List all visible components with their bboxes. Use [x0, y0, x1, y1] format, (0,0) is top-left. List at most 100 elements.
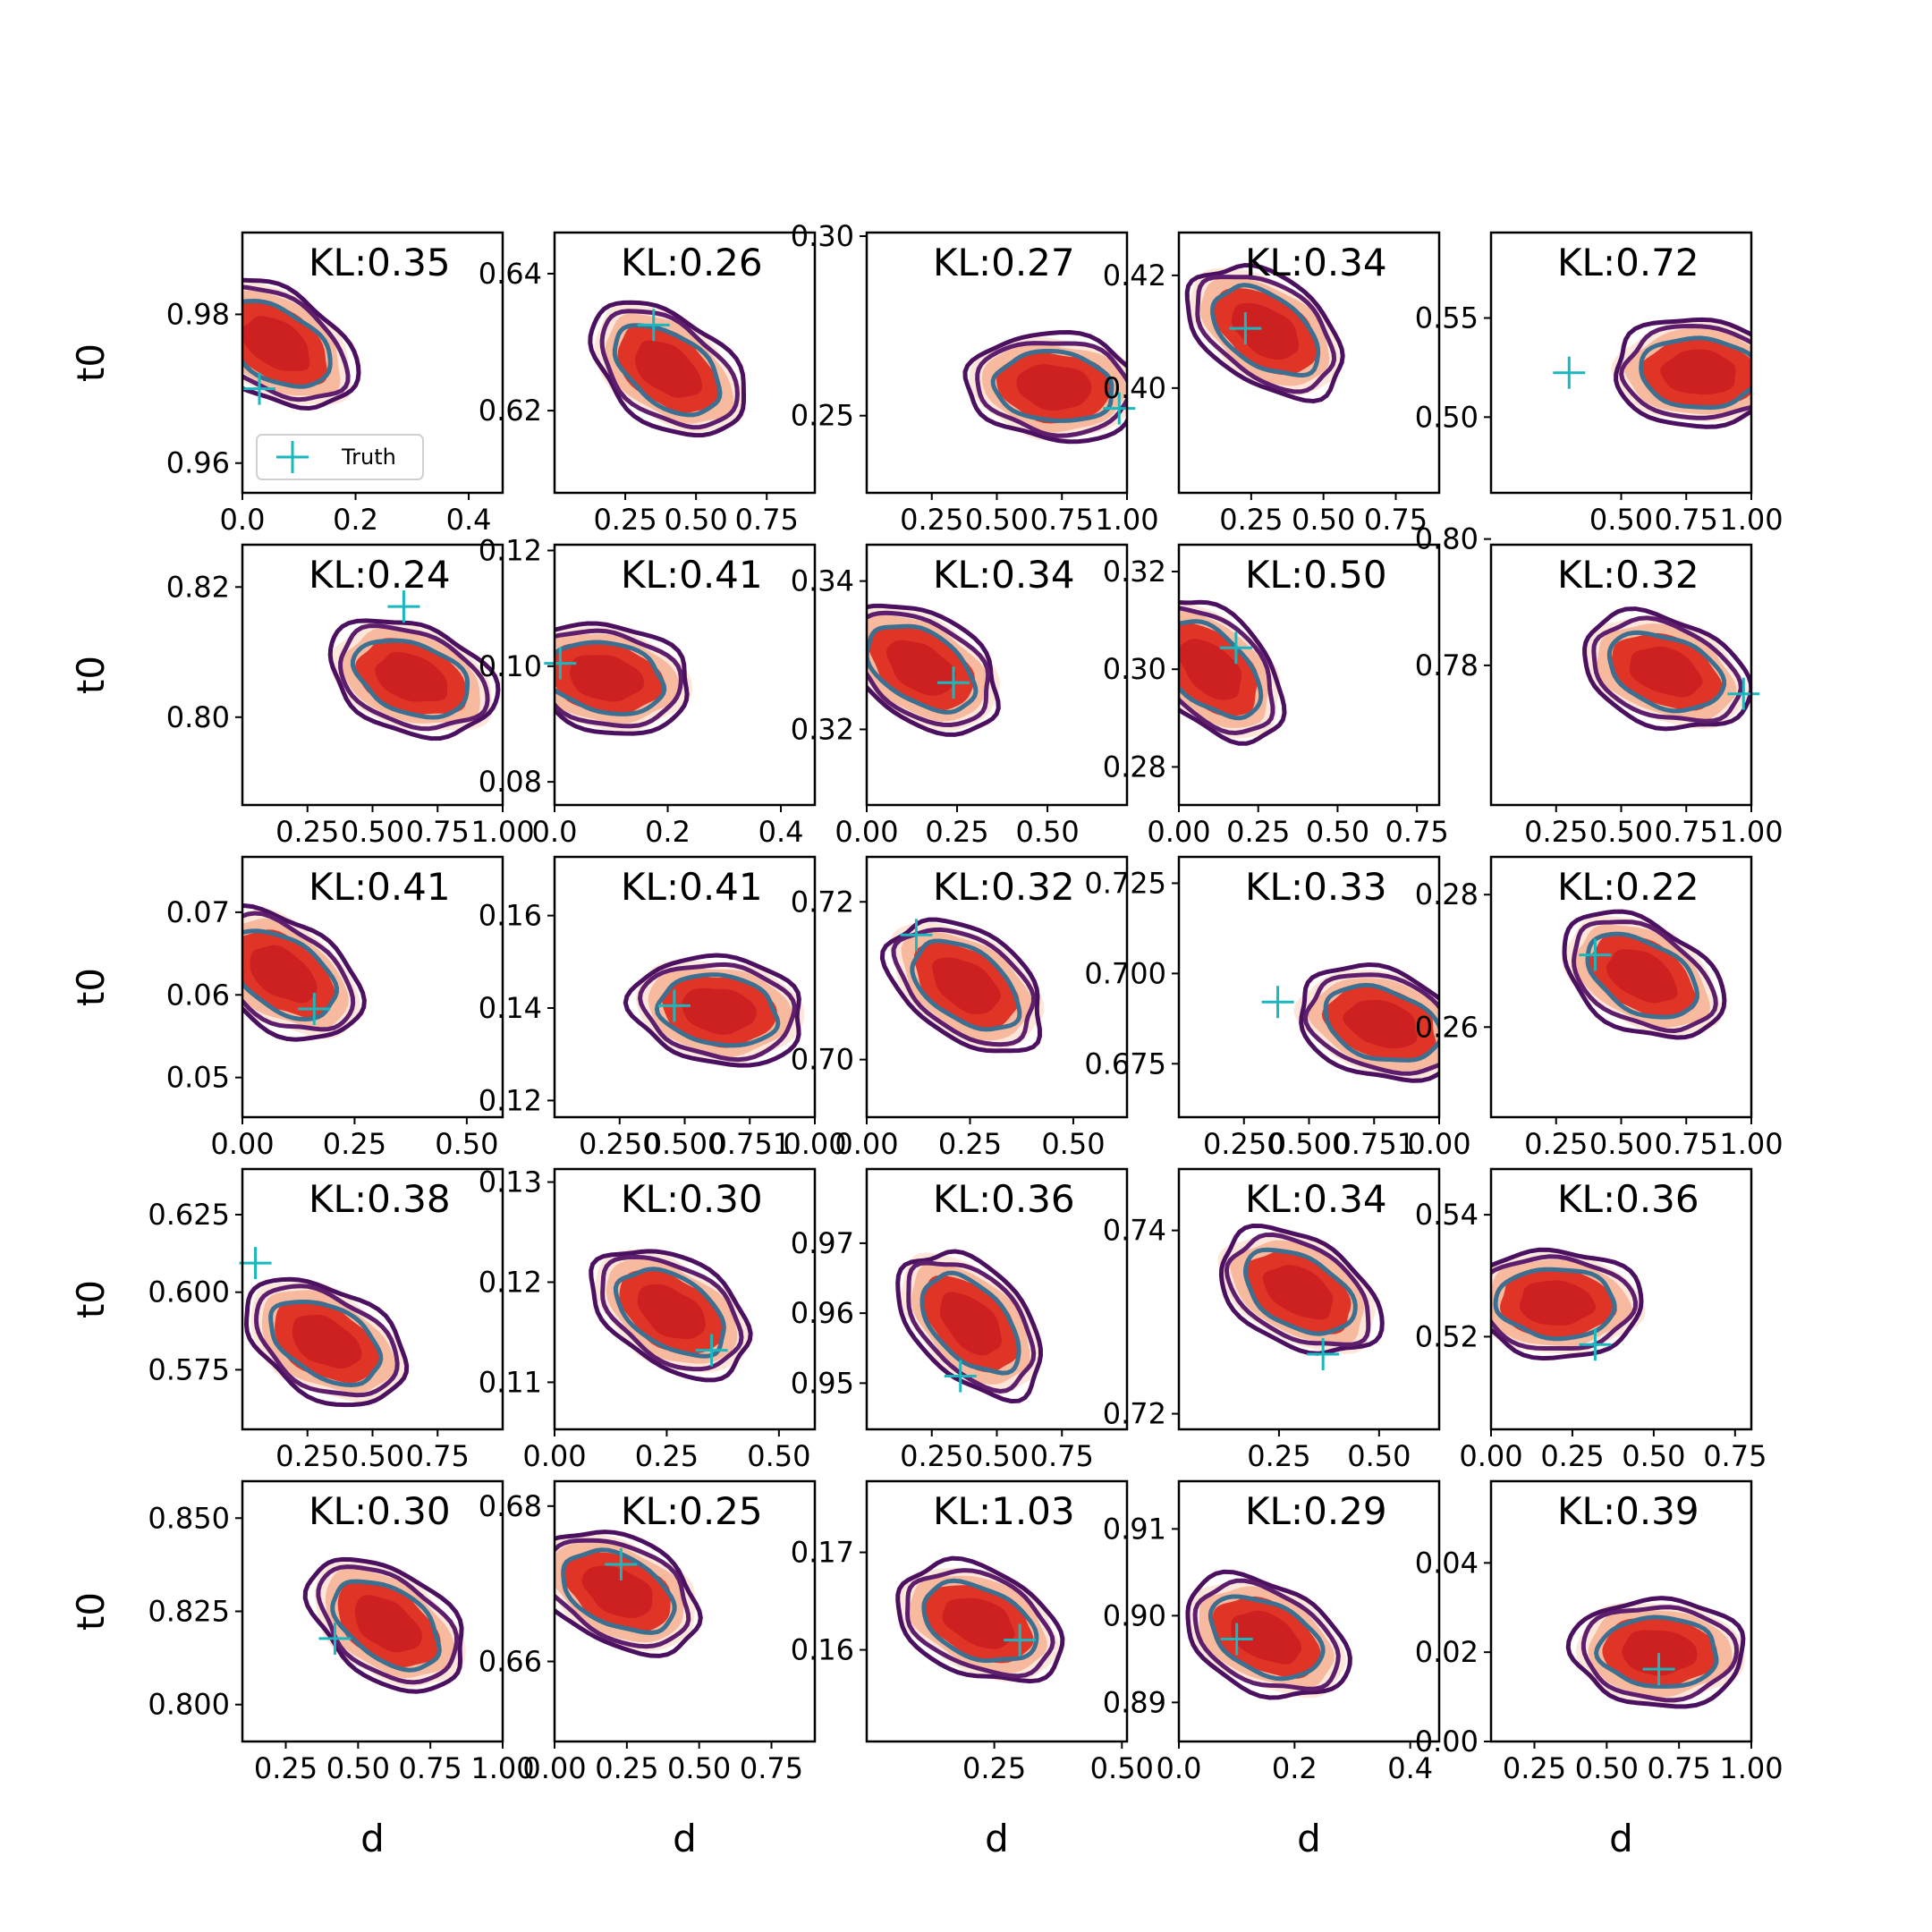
kl-annotation: KL:0.39 — [1557, 1489, 1699, 1533]
subplot-13: 0.00 0.25 0.50 0.70 0.72 KL:0.32 — [791, 855, 1129, 1161]
y-tick-label: 0.06 — [166, 978, 230, 1012]
x-tick-label: 0.75 — [1385, 815, 1449, 849]
density-plot — [242, 902, 367, 1042]
contour-inner — [1208, 1594, 1326, 1682]
y-tick-label: 0.54 — [1415, 1198, 1479, 1232]
subplot-10: 0.25 0.50 0.75 1.00 0.78 0.80 KL:0.32 — [1415, 522, 1784, 849]
contour-outer — [1184, 263, 1345, 404]
density-fill-core — [1622, 1630, 1698, 1676]
subplot-22: 0.00 0.25 0.50 0.75 0.66 0.68 KL:0.25 d — [479, 1479, 817, 1860]
axes-frame — [1177, 1167, 1441, 1431]
y-axis-label: t0 — [69, 656, 113, 694]
density-fill-core — [581, 1565, 653, 1618]
x-tick-label: 0.50 — [1015, 815, 1079, 849]
x-axis-label: d — [673, 1817, 697, 1860]
kl-annotation: KL:0.35 — [309, 241, 451, 284]
contour-outer — [555, 1530, 703, 1658]
x-tick-label: 0.50 — [1589, 1127, 1653, 1161]
density-fill-core — [1629, 646, 1703, 698]
truth-marker — [1229, 312, 1262, 345]
subplot-11: 0.00 0.25 0.50 0.05 0.06 0.07 KL:0.41 t0 — [69, 855, 504, 1161]
x-tick-label: 0.75 — [735, 503, 799, 537]
density-fill-core — [682, 987, 757, 1035]
y-tick-label: 0.50 — [1415, 400, 1479, 434]
y-tick-label: 0.96 — [166, 446, 230, 480]
subplot-2: 0.25 0.50 0.75 0.62 0.64 KL:0.26 — [479, 231, 817, 537]
truth-marker — [1103, 392, 1136, 425]
contour-mid — [253, 1284, 400, 1398]
kl-annotation: KL:0.34 — [1245, 1177, 1387, 1221]
density-plot — [1185, 1569, 1352, 1700]
y-axis-label: t0 — [69, 343, 113, 382]
contour-mid — [1192, 1578, 1341, 1691]
x-tick-label: 0.2 — [1272, 1751, 1318, 1785]
density-fill-core — [637, 1284, 706, 1340]
y-tick-label: 0.32 — [1103, 555, 1166, 589]
x-tick-label: 0.75 — [1648, 1751, 1711, 1785]
x-tick-label: 0.25 — [1247, 1439, 1310, 1473]
x-tick-label: 0.25 — [900, 1439, 963, 1473]
density-plot — [879, 917, 1045, 1054]
y-tick-label: 0.80 — [166, 700, 230, 734]
y-tick-label: 0.10 — [479, 649, 542, 683]
contour-outer — [1179, 599, 1287, 746]
x-tick-label: 0.00 — [522, 1751, 586, 1785]
y-tick-label: 0.55 — [1415, 301, 1479, 335]
x-tick-label: 0.25 — [962, 1751, 1026, 1785]
contour-inner — [268, 1300, 384, 1388]
x-tick-label: 0.50 — [1306, 815, 1369, 849]
y-tick-label: 0.95 — [791, 1366, 854, 1400]
contour-inner — [910, 938, 1022, 1032]
truth-marker — [318, 1622, 352, 1655]
truth-marker — [298, 992, 331, 1025]
y-tick-label: 0.13 — [479, 1165, 542, 1199]
contour-inner — [867, 623, 979, 715]
contour-outer — [1491, 1247, 1644, 1361]
contour-mid — [242, 284, 351, 402]
x-axis-label: d — [985, 1817, 1009, 1860]
y-tick-label: 0.12 — [479, 533, 542, 567]
y-tick-label: 0.30 — [791, 219, 854, 253]
contour-outer — [588, 300, 747, 438]
y-tick-label: 0.96 — [791, 1296, 854, 1330]
contour-inner — [555, 640, 667, 716]
contour-outer — [589, 1249, 753, 1383]
x-tick-label: 0.75 — [1030, 1439, 1094, 1473]
contour-inner — [1242, 1247, 1358, 1336]
x-tick-label: 0.00 — [835, 815, 898, 849]
contour-outer — [1562, 909, 1727, 1040]
contour-mid — [637, 962, 797, 1063]
axes-frame — [553, 1167, 817, 1431]
y-tick-label: 0.82 — [166, 570, 230, 604]
x-tick-label: 0.50 — [341, 1439, 404, 1473]
y-tick-label: 0.78 — [1415, 648, 1479, 682]
truth-marker — [1727, 677, 1760, 710]
density-plot — [555, 621, 692, 736]
y-tick-label: 0.70 — [791, 1043, 854, 1077]
x-tick-label: 0.00 — [522, 1439, 586, 1473]
subplot-25: 0.25 0.50 0.75 1.00 0.00 0.02 0.04 KL:0.39 d — [1415, 1479, 1784, 1860]
density-plot — [243, 1276, 410, 1408]
density-fill-core — [1660, 349, 1736, 395]
x-tick-label: 0.00 — [210, 1127, 274, 1161]
kl-annotation: KL:0.41 — [621, 865, 763, 909]
x-tick-label: 1.00 — [470, 1751, 534, 1785]
y-tick-label: 0.17 — [791, 1536, 854, 1570]
density-fill-core — [1519, 1280, 1597, 1326]
kl-annotation: KL:0.32 — [1557, 553, 1699, 597]
x-tick-label: 0.75 — [399, 1751, 462, 1785]
x-tick-label: 0.00 — [835, 1127, 898, 1161]
density-fill-core — [635, 340, 702, 398]
contour-inner — [654, 972, 781, 1048]
y-tick-label: 0.25 — [791, 399, 854, 433]
y-tick-label: 0.97 — [791, 1226, 854, 1260]
x-tick-label: 0.25 — [593, 503, 657, 537]
y-tick-label: 0.700 — [1084, 956, 1166, 990]
contour-mid — [1179, 606, 1275, 736]
contour-mid — [904, 1568, 1055, 1679]
axes-frame — [241, 231, 504, 495]
x-tick-label: 0.25 — [1524, 1127, 1588, 1161]
contour-inner — [1179, 619, 1264, 721]
x-tick-label: 0.00 — [1407, 1127, 1470, 1161]
